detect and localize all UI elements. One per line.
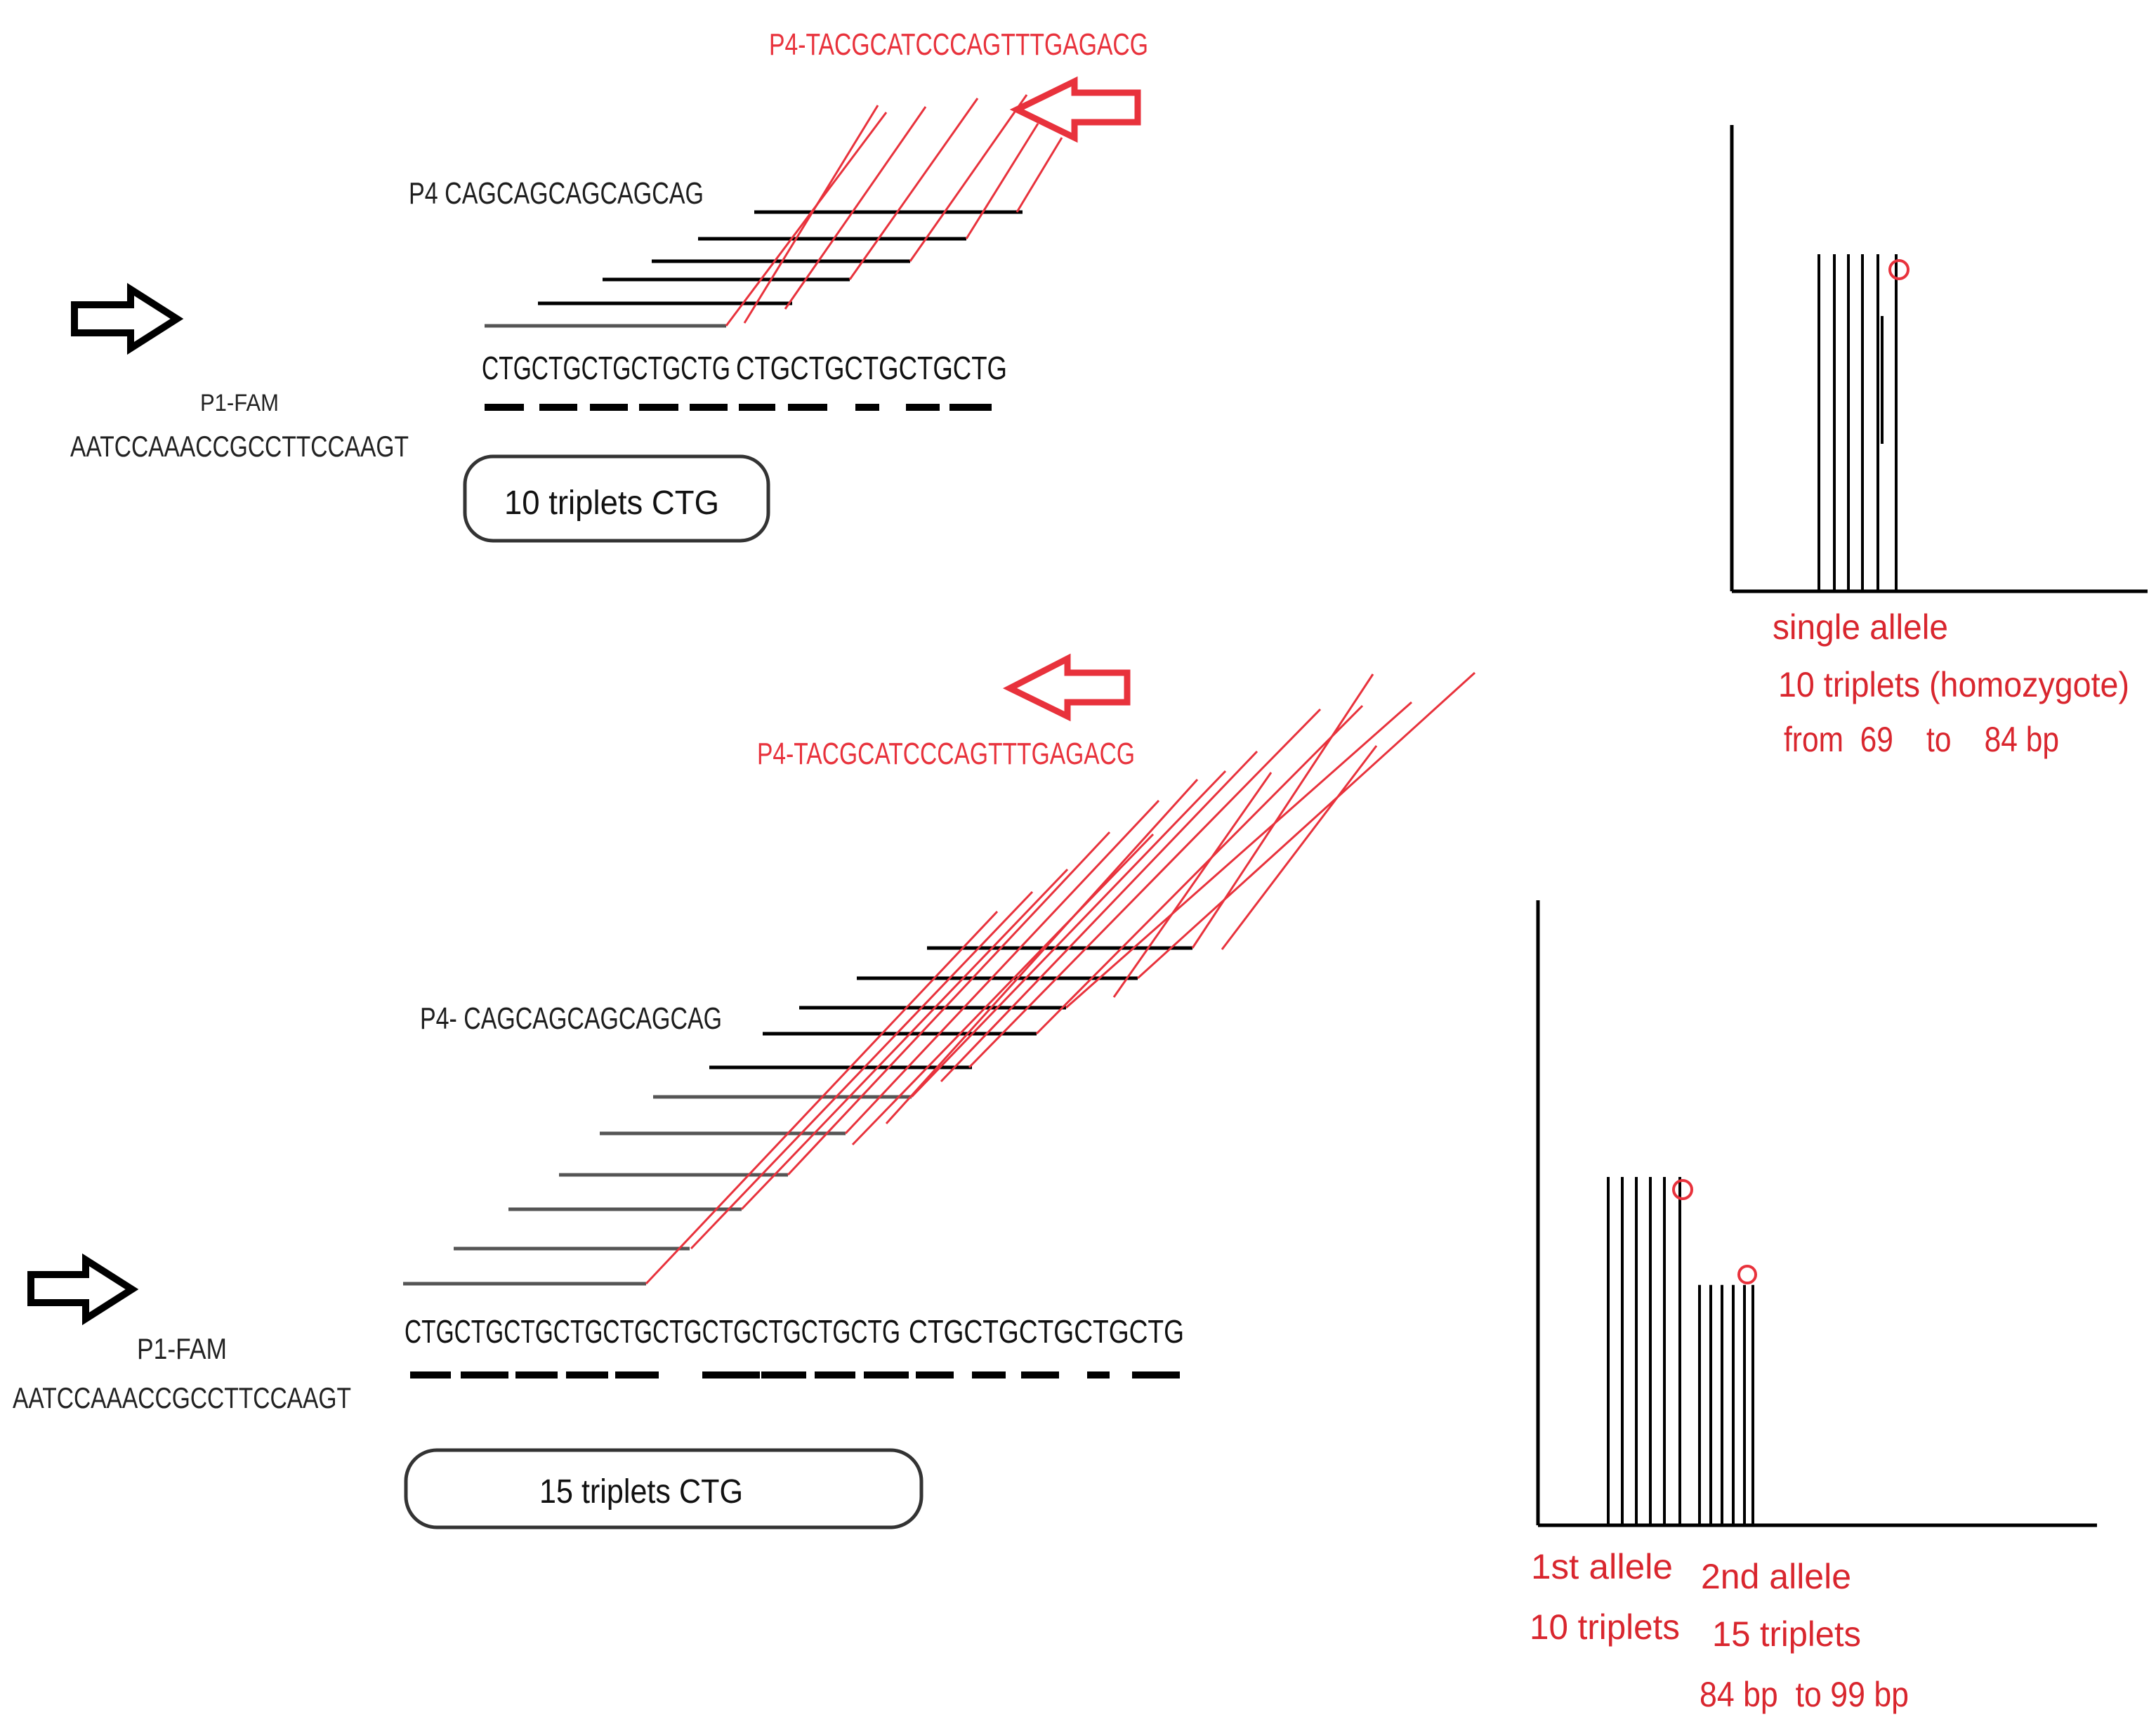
- bottom-red-primer-line-5: [844, 799, 1160, 1135]
- bottom-red-primer-line-6: [885, 778, 1199, 1125]
- top-triplet-count-box: [463, 454, 770, 543]
- top-plot-caption-2: 10 triplets (homozygote): [1778, 665, 2129, 704]
- top-forward-arrow-icon: [71, 282, 184, 355]
- top-red-primer-line-6: [1015, 137, 1063, 213]
- bottom-red-primer-line-4: [787, 831, 1111, 1176]
- bottom-repeat-sequence-a: CTGCTGCTGCTGCTGCTGCTGCTGCTGCTG: [405, 1313, 900, 1350]
- bottom-red-primer-line-12: [1136, 671, 1476, 980]
- bottom-allele1-peak-marker-icon: [1672, 1179, 1693, 1200]
- bottom-reverse-primer-label: P4-TACGCATCCCAGTTTGAGACG: [757, 737, 1135, 771]
- top-panel: P4-TACGCATCCCAGTTTGAGACG P4 CAGCAGCAGCAG…: [70, 27, 1148, 543]
- bottom-allele2-peak-marker-icon: [1737, 1265, 1757, 1284]
- bottom-red-primer-line-13: [1191, 673, 1374, 949]
- bottom-p4-label: P4- CAGCAGCAGCAGCAG: [420, 1001, 722, 1036]
- bottom-red-primer-line-1: [645, 910, 999, 1285]
- bottom-red-primer-line-2: [690, 890, 1034, 1250]
- top-red-primer-line-3: [848, 98, 979, 280]
- bottom-extension-lines: [403, 671, 1476, 1286]
- bottom-p1-sequence: AATCCAAACCGCCTTCCAAGT: [13, 1381, 351, 1414]
- bottom-plot-peaks: [1607, 1177, 1754, 1525]
- top-triplet-count-label: 10 triplets CTG: [504, 485, 719, 522]
- top-repeat-sequence-b: CTGCTGCTGCTGCTG: [736, 350, 1007, 386]
- top-plot-caption-1: single allele: [1773, 607, 1948, 647]
- bottom-red-primer-line-7: [910, 770, 1227, 1098]
- bottom-red-primer-line-9: [968, 708, 1322, 1069]
- top-p1-sequence: AATCCAAACCGCCTTCCAAGT: [70, 430, 409, 463]
- top-repeat-sequence-a: CTGCTGCTGCTGCTG: [482, 350, 730, 386]
- top-p4-label: P4 CAGCAGCAGCAGCAG: [409, 176, 704, 211]
- top-peak-marker-icon: [1888, 259, 1909, 280]
- top-p1-label: P1-FAM: [200, 390, 279, 416]
- bottom-repeat-sequence-b: CTGCTGCTGCTGCTG: [909, 1313, 1184, 1350]
- bottom-p1-label: P1-FAM: [137, 1332, 227, 1365]
- bottom-electropherogram: 1st allele 10 triplets 2nd allele 15 tri…: [1530, 900, 2097, 1714]
- top-red-primer-line-2: [784, 106, 927, 310]
- bottom-plot-allele2-triplets: 15 triplets: [1712, 1614, 1861, 1654]
- top-red-primer-line-7: [743, 105, 879, 324]
- bottom-red-primer-line-15: [1112, 772, 1273, 998]
- bottom-red-primer-line-16: [1221, 745, 1378, 950]
- top-plot-peaks: [1818, 254, 1898, 591]
- top-reverse-primer-label: P4-TACGCATCCCAGTTTGAGACG: [769, 27, 1148, 62]
- top-electropherogram: single allele 10 triplets (homozygote) f…: [1730, 125, 2148, 759]
- bottom-plot-allele2-range: 84 bp to 99 bp: [1700, 1675, 1909, 1714]
- top-plot-caption-3: from 69 to 84 bp: [1784, 720, 2059, 759]
- bottom-plot-allele1-triplets: 10 triplets: [1530, 1607, 1680, 1647]
- bottom-red-primer-line-14: [851, 833, 1155, 1146]
- bottom-plot-allele1-caption: 1st allele: [1531, 1547, 1673, 1586]
- bottom-triplet-count-label: 15 triplets CTG: [539, 1473, 743, 1511]
- top-extension-lines: [485, 94, 1063, 328]
- bottom-panel: P4-TACGCATCCCAGTTTGAGACG P4- CAGCAGCAGCA…: [13, 653, 1476, 1529]
- bottom-red-primer-line-3: [740, 868, 1069, 1211]
- bottom-reverse-arrow-icon: [1002, 653, 1131, 722]
- top-red-primer-line-4: [909, 94, 1028, 262]
- bottom-red-primer-line-11: [1065, 701, 1412, 1009]
- bottom-plot-allele2-caption: 2nd allele: [1701, 1557, 1851, 1596]
- bottom-forward-arrow-icon: [27, 1253, 139, 1326]
- bottom-triplet-count-box: [404, 1448, 923, 1529]
- top-red-primer-line-1: [725, 112, 888, 327]
- bottom-red-primer-line-10: [1035, 704, 1364, 1035]
- top-reverse-arrow-icon: [1009, 76, 1141, 143]
- top-red-primer-line-5: [965, 123, 1039, 239]
- bottom-red-primer-line-8: [940, 750, 1258, 1083]
